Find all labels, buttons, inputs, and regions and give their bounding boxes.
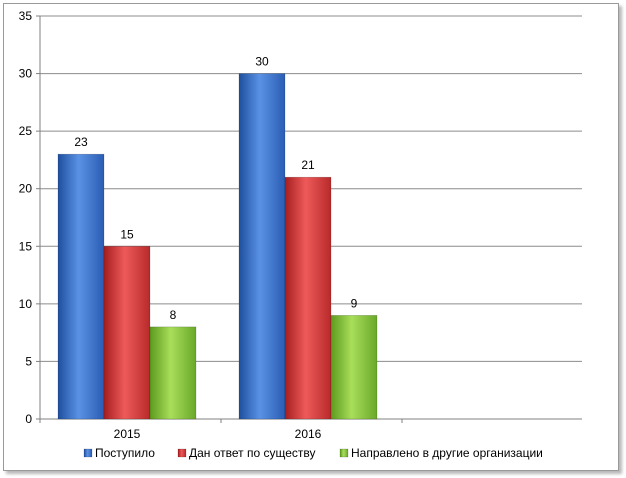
bar-2015-series-2 <box>149 326 197 420</box>
y-axis: 0 5 10 15 20 25 30 35 <box>19 9 41 426</box>
data-label: 9 <box>351 296 358 310</box>
bar-2016-series-2 <box>330 315 378 420</box>
y-tick-label: 5 <box>25 354 32 368</box>
legend-label: Направлено в другие организации <box>351 446 543 460</box>
legend-swatch <box>339 448 349 458</box>
bar-2015-series-0 <box>57 153 105 420</box>
y-tick-label: 35 <box>19 9 33 23</box>
data-label: 8 <box>170 308 177 322</box>
data-label: 23 <box>74 135 88 149</box>
bar-2015-series-1 <box>103 245 151 420</box>
data-label: 15 <box>120 227 134 241</box>
y-tick-label: 15 <box>19 239 33 253</box>
x-axis: 2015 2016 <box>39 419 403 441</box>
data-label: 30 <box>255 55 269 69</box>
y-tick-label: 0 <box>25 412 32 426</box>
x-tick-label: 2015 <box>114 427 141 441</box>
legend-label: Дан ответ по существу <box>189 446 316 460</box>
bars: 23 15 8 30 21 9 <box>57 55 378 420</box>
y-tick-label: 30 <box>19 67 33 81</box>
bar-2016-series-0 <box>238 73 286 420</box>
y-tick-label: 20 <box>19 182 33 196</box>
legend: Поступило Дан ответ по существу Направлено… <box>83 446 543 460</box>
y-tick-label: 25 <box>19 124 33 138</box>
y-tick-label: 10 <box>19 297 33 311</box>
legend-swatch <box>177 448 187 458</box>
data-label: 21 <box>301 158 315 172</box>
legend-swatch <box>83 448 93 458</box>
x-tick-label: 2016 <box>295 427 322 441</box>
legend-label: Поступило <box>95 446 155 460</box>
bar-2016-series-1 <box>284 176 332 420</box>
